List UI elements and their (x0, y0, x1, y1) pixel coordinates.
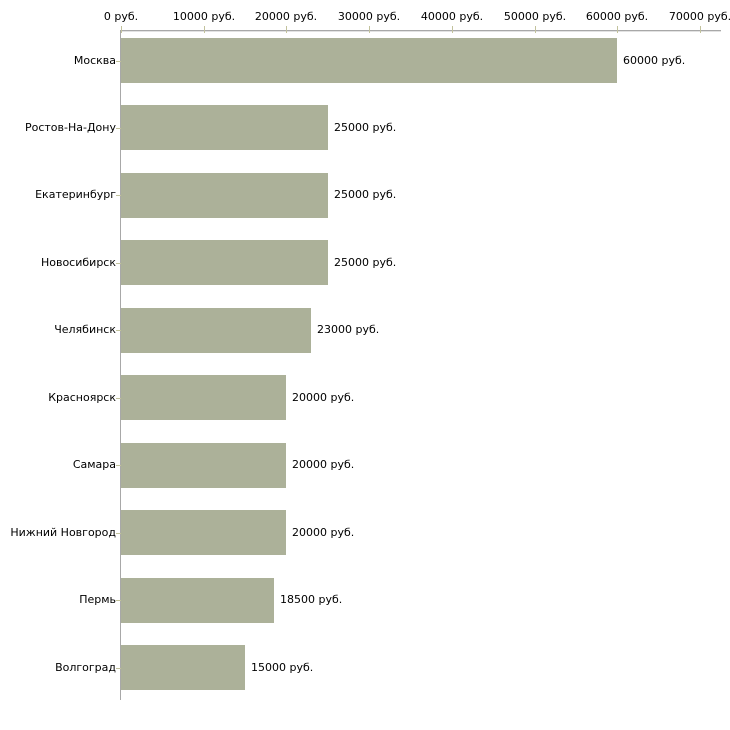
bar-value-label: 23000 руб. (317, 323, 380, 336)
y-axis-tick-mark (116, 533, 121, 534)
y-axis-tick-mark (116, 668, 121, 669)
category-label: Челябинск (54, 323, 116, 336)
bar-value-label: 25000 руб. (334, 256, 397, 269)
bar (121, 510, 286, 555)
x-axis-tick-mark (535, 26, 536, 33)
x-axis-tick-label: 70000 руб. (668, 10, 730, 23)
bar (121, 578, 274, 623)
category-label: Ростов-На-Дону (24, 121, 116, 134)
x-axis-tick-label: 30000 руб. (337, 10, 401, 23)
bar-value-label: 20000 руб. (292, 458, 355, 471)
bar (121, 308, 311, 353)
y-axis-line (120, 30, 121, 700)
bar-value-label: 25000 руб. (334, 188, 397, 201)
bar (121, 240, 328, 285)
category-label: Самара (72, 458, 116, 471)
category-label: Волгоград (55, 661, 116, 674)
bar (121, 38, 617, 83)
category-label: Москва (73, 54, 116, 67)
bar (121, 645, 245, 690)
y-axis-tick-mark (116, 263, 121, 264)
bar (121, 375, 286, 420)
y-axis-tick-mark (116, 128, 121, 129)
x-axis-tick-label: 0 руб. (103, 10, 139, 23)
category-label: Новосибирск (40, 256, 116, 269)
x-axis-tick-mark (617, 26, 618, 33)
x-axis-tick-label: 10000 руб. (172, 10, 236, 23)
bar (121, 105, 328, 150)
category-label: Екатеринбург (35, 188, 116, 201)
y-axis-tick-mark (116, 398, 121, 399)
bar-value-label: 60000 руб. (623, 54, 686, 67)
x-axis-tick-label: 20000 руб. (254, 10, 318, 23)
bar-value-label: 15000 руб. (251, 661, 314, 674)
y-axis-tick-mark (116, 330, 121, 331)
x-axis-tick-mark (369, 26, 370, 33)
x-axis-line-highlight (120, 31, 721, 32)
category-label: Пермь (79, 593, 116, 606)
category-label: Нижний Новгород (10, 526, 116, 539)
y-axis-tick-mark (116, 600, 121, 601)
x-axis-tick-mark (204, 26, 205, 33)
bar (121, 443, 286, 488)
x-axis-tick-label: 60000 руб. (585, 10, 649, 23)
bar-value-label: 18500 руб. (280, 593, 343, 606)
x-axis-line (120, 30, 721, 31)
bar (121, 173, 328, 218)
x-axis-tick-mark (700, 26, 701, 33)
x-axis-tick-label: 40000 руб. (420, 10, 484, 23)
bar-value-label: 25000 руб. (334, 121, 397, 134)
category-label: Красноярск (48, 391, 116, 404)
x-axis-tick-mark (121, 26, 122, 33)
x-axis-tick-mark (286, 26, 287, 33)
y-axis-tick-mark (116, 195, 121, 196)
x-axis-tick-label: 50000 руб. (503, 10, 567, 23)
y-axis-tick-mark (116, 465, 121, 466)
bar-value-label: 20000 руб. (292, 526, 355, 539)
x-axis-tick-mark (452, 26, 453, 33)
y-axis-tick-mark (116, 61, 121, 62)
bar-value-label: 20000 руб. (292, 391, 355, 404)
